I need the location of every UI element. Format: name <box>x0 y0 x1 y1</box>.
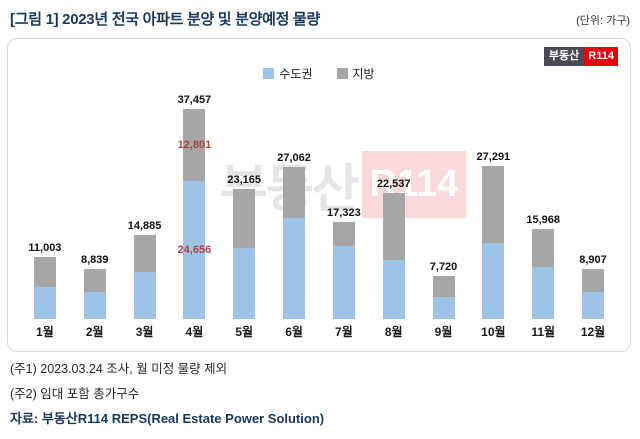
bar-value-label: 23,165 <box>227 174 262 186</box>
brand-logo-right: R114 <box>584 47 618 66</box>
legend-item-1: 수도권 <box>263 65 313 82</box>
stacked-bar <box>582 269 605 319</box>
footnote-1: (주1) 2023.03.24 조사, 월 미정 물량 제외 <box>10 362 228 376</box>
brand-logo-left: 부동산 <box>543 47 585 66</box>
footnote-2: (주2) 임대 포함 총가구수 <box>10 387 140 401</box>
stacked-bar <box>133 235 156 319</box>
bar-segment-provinces <box>233 189 256 248</box>
legend-label: 지방 <box>352 67 375 81</box>
stacked-bar <box>432 276 455 319</box>
bar-column-9: 7,720 9월 <box>419 83 469 343</box>
bar-column-8: 22,537 8월 <box>369 83 419 343</box>
x-axis-label: 7월 <box>335 324 353 339</box>
bar-segment-provinces <box>33 257 56 287</box>
bar-value-label: 37,457 <box>177 94 212 106</box>
x-axis-label: 10월 <box>481 324 506 339</box>
stacked-bar <box>482 166 505 319</box>
stacked-bar: 12,801 24,656 <box>178 109 211 319</box>
bar-segment-provinces <box>532 229 555 267</box>
stacked-bar <box>532 229 555 319</box>
bar-segment-provinces <box>432 276 455 297</box>
bar-segment-capital <box>532 267 555 319</box>
bar-column-4: 37,457 12,801 24,656 4월 <box>169 83 219 343</box>
bar-segment-provinces <box>83 269 106 292</box>
bar-segment-capital <box>382 260 405 319</box>
unit-label: (단위: 가구) <box>576 15 630 27</box>
segment-annotation: 24,656 <box>177 244 212 256</box>
bar-segment-capital <box>283 218 306 319</box>
bar-segment-provinces <box>133 235 156 272</box>
x-axis-label: 5월 <box>235 324 254 339</box>
bar-segment-capital <box>83 292 106 319</box>
bar-value-label: 27,062 <box>277 152 311 164</box>
x-axis-label: 4월 <box>185 324 204 339</box>
bar-value-label: 8,907 <box>579 254 607 266</box>
bar-value-label: 14,885 <box>127 220 162 232</box>
bar-column-7: 17,323 7월 <box>319 83 369 343</box>
bar-segment-capital <box>432 297 455 319</box>
x-axis-label: 9월 <box>434 324 453 339</box>
bar-column-11: 15,968 11월 <box>518 83 568 343</box>
x-axis-label: 8월 <box>384 324 403 339</box>
legend-label: 수도권 <box>279 67 313 81</box>
bar-column-6: 27,062 6월 <box>269 83 319 343</box>
brand-logo: 부동산 R114 <box>543 47 618 66</box>
stacked-bar <box>283 167 306 319</box>
x-axis-label: 3월 <box>135 324 154 339</box>
stacked-bar <box>83 269 106 319</box>
stacked-bar <box>382 193 405 319</box>
bar-value-label: 11,003 <box>28 242 62 254</box>
bar-column-5: 23,165 5월 <box>219 83 269 343</box>
bar-segment-capital <box>233 248 256 319</box>
x-axis-label: 1월 <box>36 324 54 339</box>
x-axis-label: 12월 <box>580 324 606 339</box>
segment-annotation: 12,801 <box>177 139 212 151</box>
bar-value-label: 8,839 <box>80 254 109 266</box>
bar-value-label: 27,291 <box>476 151 511 163</box>
stacked-bar <box>332 222 355 319</box>
bar-segment-provinces <box>183 109 206 181</box>
bar-segment-provinces <box>382 193 405 260</box>
bar-column-10: 27,291 10월 <box>468 83 518 343</box>
bar-value-label: 15,968 <box>526 214 561 226</box>
bar-column-2: 8,839 2월 <box>70 83 120 343</box>
bar-segment-capital <box>332 246 355 319</box>
bar-segment-provinces <box>283 167 306 218</box>
bar-segment-provinces <box>582 269 605 292</box>
bar-column-12: 8,907 12월 <box>568 83 618 343</box>
x-axis-label: 6월 <box>285 324 303 339</box>
bar-segment-provinces <box>482 166 505 243</box>
legend-swatch <box>336 68 348 79</box>
bar-segment-capital <box>482 243 505 319</box>
bar-segment-capital <box>183 181 206 319</box>
bar-segment-capital <box>33 287 56 319</box>
plot-area: 11,003 1월 8,839 2월 14,885 3월 37,457 12,801 24,65… <box>20 83 618 343</box>
bar-value-label: 22,537 <box>376 178 411 190</box>
bar-segment-capital <box>582 292 605 319</box>
bar-value-label: 17,323 <box>327 207 361 219</box>
legend-swatch <box>263 68 275 79</box>
legend-item-2: 지방 <box>336 65 375 82</box>
x-axis-label: 11월 <box>531 324 556 339</box>
bar-segment-capital <box>133 272 156 319</box>
stacked-bar <box>33 257 56 319</box>
bar-column-1: 11,003 1월 <box>20 83 70 343</box>
stacked-bar <box>233 189 256 319</box>
figure-title: [그림 1] 2023년 전국 아파트 분양 및 분양예정 물량 <box>10 11 321 28</box>
bar-column-3: 14,885 3월 <box>120 83 170 343</box>
source-line: 자료: 부동산R114 REPS(Real Estate Power Solut… <box>10 411 325 426</box>
x-axis-label: 2월 <box>85 324 104 339</box>
bar-segment-provinces <box>332 222 355 246</box>
bar-value-label: 7,720 <box>429 261 458 273</box>
legend: 수도권 지방 <box>8 65 630 82</box>
